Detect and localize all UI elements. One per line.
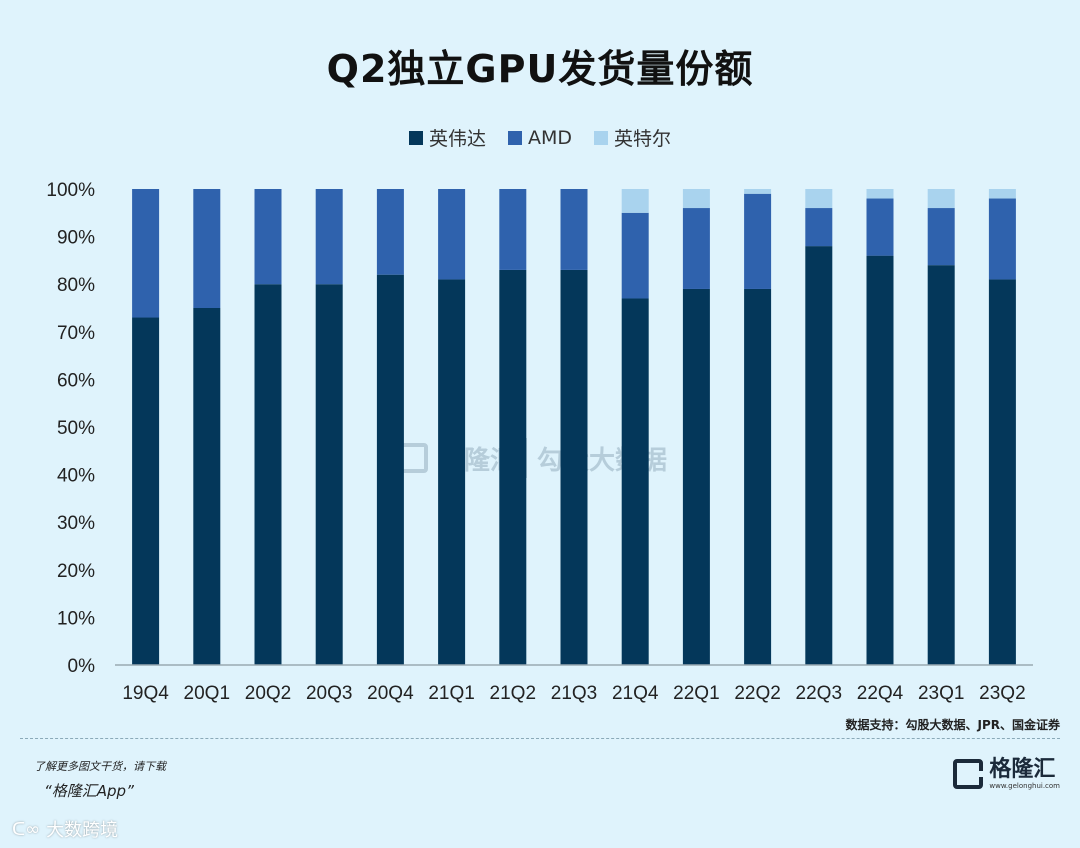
x-tick-label: 21Q2 — [490, 683, 536, 704]
brand-icon: ᑕ∞ — [12, 818, 41, 840]
bar-21Q4-series-1 — [621, 212, 649, 299]
legend-item-amd: AMD — [507, 124, 573, 151]
y-tick-label: 80% — [57, 275, 95, 296]
x-tick-label: 19Q4 — [122, 683, 169, 704]
logo-text: 格隆汇 www.gelonghui.com — [989, 757, 1060, 791]
logo-g-icon — [953, 759, 984, 789]
bar-20Q3-series-1 — [315, 189, 343, 285]
y-tick-label: 0% — [68, 656, 96, 677]
bar-21Q4-series-0 — [621, 298, 649, 665]
bar-21Q2-series-0 — [499, 269, 527, 665]
x-tick-label: 22Q4 — [857, 683, 904, 704]
footer-brand: ᑕ∞ 大数跨境 — [12, 816, 118, 842]
watermark-divider — [526, 438, 528, 478]
x-tick-label: 20Q3 — [306, 683, 352, 704]
y-tick-label: 20% — [57, 561, 95, 582]
bar-20Q4-series-1 — [376, 189, 404, 275]
y-tick-label: 10% — [57, 608, 95, 629]
legend-label-nvidia: 英伟达 — [428, 128, 486, 150]
legend-swatch-nvidia — [408, 130, 423, 145]
gelonghui-logo: 格隆汇 www.gelonghui.com — [953, 758, 1060, 790]
y-tick-label: 60% — [57, 370, 95, 391]
footer-divider — [20, 738, 1060, 739]
bar-22Q3-series-1 — [805, 208, 833, 247]
bar-21Q1-series-1 — [438, 189, 466, 280]
bar-20Q2-series-1 — [254, 189, 282, 285]
y-tick-label: 30% — [57, 513, 95, 534]
x-tick-label: 23Q2 — [979, 683, 1025, 704]
bar-19Q4-series-1 — [132, 189, 160, 318]
legend-item-intel: 英特尔 — [594, 124, 671, 151]
legend-label-amd: AMD — [527, 126, 573, 149]
bar-21Q1-series-0 — [438, 279, 466, 665]
x-tick-label: 22Q2 — [734, 683, 780, 704]
legend-swatch-intel — [594, 130, 609, 145]
bar-20Q3-series-0 — [315, 284, 343, 665]
y-tick-label: 40% — [57, 466, 95, 487]
x-tick-label: 21Q3 — [551, 683, 597, 704]
chart-legend: 英伟达 AMD 英特尔 — [0, 124, 1080, 151]
bar-23Q1-series-2 — [927, 189, 955, 209]
x-tick-label: 20Q1 — [184, 683, 230, 704]
x-tick-label: 21Q4 — [612, 683, 659, 704]
stacked-bar-chart: 0% 10% 20% 30% 40% 50% 60% 70% 80% 90% 100% 19Q4 20Q… — [46, 180, 1033, 704]
y-tick-label: 100% — [46, 180, 95, 201]
legend-item-nvidia: 英伟达 — [408, 124, 486, 151]
x-tick-label: 20Q2 — [245, 683, 291, 704]
bar-20Q2-series-0 — [254, 284, 282, 665]
legend-label-intel: 英特尔 — [614, 128, 672, 150]
bar-23Q2-series-1 — [988, 198, 1016, 280]
bar-22Q4-series-0 — [866, 255, 894, 665]
bar-22Q2-series-1 — [744, 193, 772, 289]
y-tick-label: 50% — [57, 418, 95, 439]
bar-23Q2-series-2 — [988, 189, 1016, 199]
bar-22Q3-series-0 — [805, 246, 833, 665]
bar-20Q1-series-0 — [193, 308, 221, 665]
footer-brand-label: 大数跨境 — [46, 820, 119, 841]
bar-22Q1-series-2 — [682, 189, 710, 209]
bar-20Q4-series-0 — [376, 274, 404, 665]
bar-21Q3-series-0 — [560, 269, 588, 665]
bar-22Q1-series-0 — [682, 288, 710, 665]
x-tick-label: 22Q3 — [796, 683, 842, 704]
bar-21Q4-series-2 — [621, 189, 649, 213]
bar-20Q1-series-1 — [193, 189, 221, 308]
bar-23Q2-series-0 — [988, 279, 1016, 665]
x-tick-label: 22Q1 — [673, 683, 719, 704]
chart-title: Q2独立GPU发货量份额 — [326, 47, 754, 91]
logo-name: 格隆汇 — [989, 757, 1056, 782]
bar-23Q1-series-1 — [927, 208, 955, 266]
y-tick-label: 70% — [57, 323, 95, 344]
data-source: 数据支持：勾股大数据、JPR、国金证券 — [845, 718, 1060, 732]
bar-22Q2-series-2 — [744, 189, 772, 194]
legend-swatch-amd — [507, 130, 522, 145]
bar-22Q1-series-1 — [682, 208, 710, 289]
bar-22Q3-series-2 — [805, 189, 833, 209]
x-tick-label: 23Q1 — [918, 683, 964, 704]
bar-23Q1-series-0 — [927, 265, 955, 665]
logo-url: www.gelonghui.com — [989, 782, 1060, 790]
bar-22Q2-series-0 — [744, 288, 772, 665]
promo-app-name: “格隆汇App” — [44, 782, 134, 800]
bar-21Q2-series-1 — [499, 189, 527, 270]
x-tick-label: 21Q1 — [428, 683, 474, 704]
bar-21Q3-series-1 — [560, 189, 588, 270]
x-tick-label: 20Q4 — [367, 683, 414, 704]
bar-19Q4-series-0 — [132, 317, 160, 665]
promo-text: 了解更多图文干货，请下载 — [34, 760, 166, 773]
bar-22Q4-series-1 — [866, 198, 894, 256]
bar-22Q4-series-2 — [866, 189, 894, 199]
y-tick-label: 90% — [57, 228, 95, 249]
